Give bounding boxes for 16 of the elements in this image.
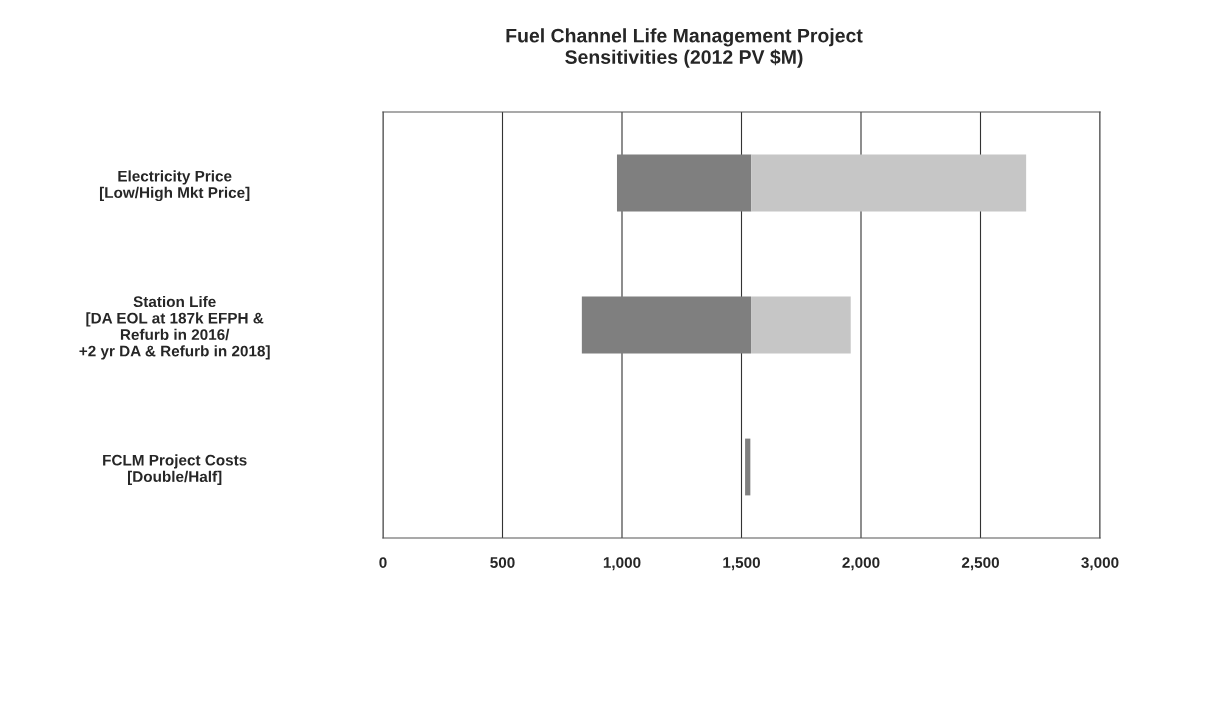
- x-tick-label: 1,000: [603, 557, 641, 571]
- bar: [745, 438, 751, 496]
- x-tick-label: 2,000: [842, 557, 880, 571]
- bar: [751, 154, 1027, 212]
- chart-title: Fuel Channel Life Management Project Sensitivities (2012 PV $M): [506, 28, 863, 68]
- bar: [581, 296, 752, 354]
- bar: [751, 296, 851, 354]
- y-tick-label: Station Life [DA EOL at 187k EFPH & Refurb in 2016/ +2 yr DA & Refurb in 2018]: [79, 295, 270, 360]
- y-tick-label: FCLM Project Costs [Double/Half]: [103, 454, 247, 486]
- x-tick-label: 3,000: [1081, 557, 1119, 571]
- bar: [616, 154, 752, 212]
- x-tick-label: 1,500: [723, 557, 760, 571]
- y-tick-label: Electricity Price [Low/High Mkt Price]: [99, 170, 250, 202]
- x-tick-label: 2,500: [961, 557, 999, 571]
- x-tick-label: 0: [379, 557, 387, 568]
- x-tick-label: 500: [490, 557, 515, 568]
